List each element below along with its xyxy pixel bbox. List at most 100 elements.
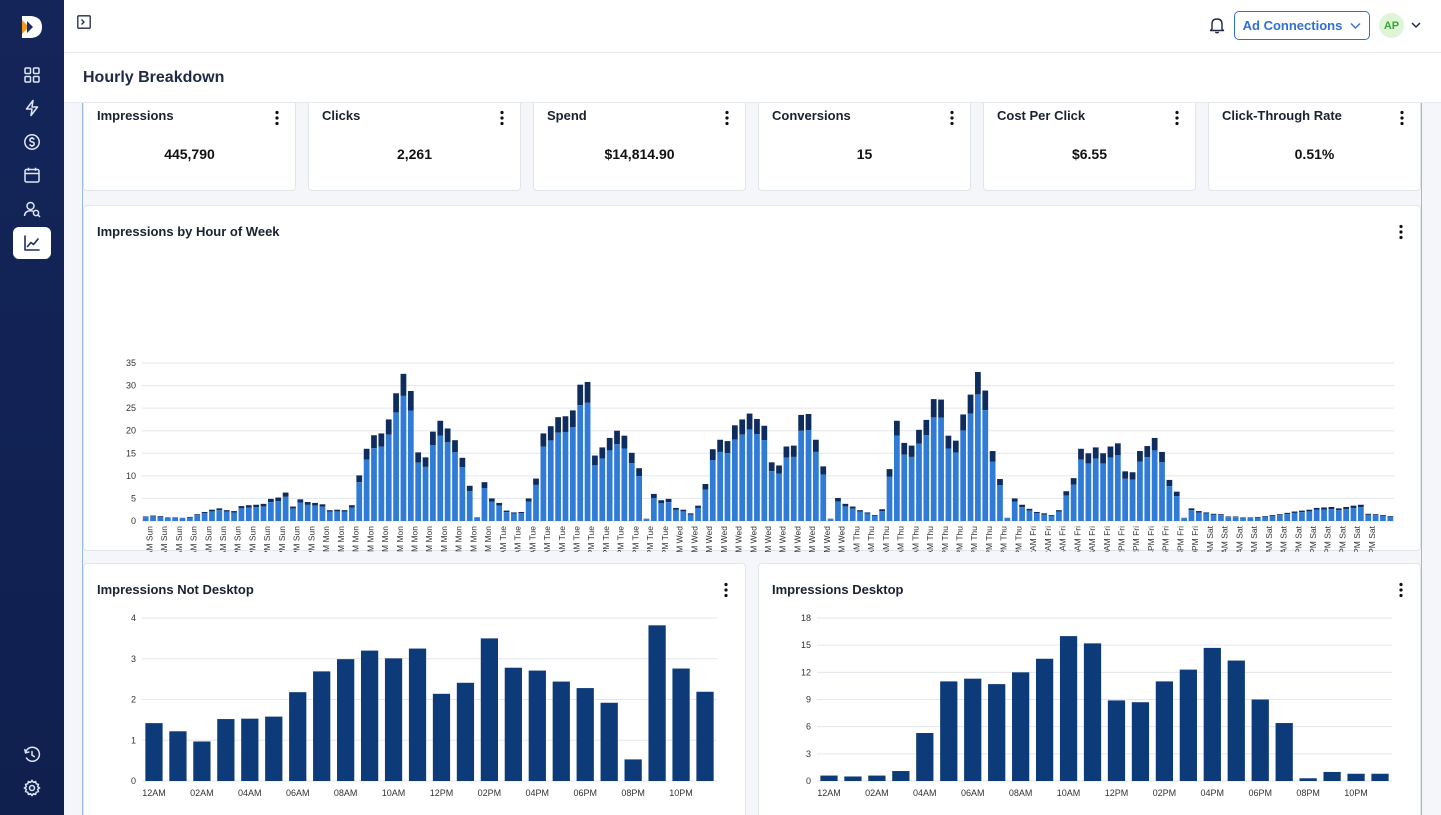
bar-segment-lower — [1100, 463, 1106, 521]
bar-segment-upper — [673, 507, 679, 510]
bar-segment-upper — [378, 433, 385, 447]
bar-segment-upper — [518, 511, 525, 514]
x-tick-label: 06PM Sun — [277, 526, 287, 552]
bar-segment-lower — [1129, 479, 1136, 521]
bar-segment-lower — [430, 445, 436, 521]
bar-segment-upper — [1254, 516, 1261, 518]
sidebar-item-dashboard[interactable] — [13, 59, 51, 91]
x-tick-label: 12AM Fri — [1028, 526, 1038, 552]
x-tick-label: 04AM Mon — [351, 526, 361, 552]
bar-segment-lower — [636, 476, 642, 521]
bar-segment-upper — [304, 502, 311, 505]
bar-segment-lower — [1357, 507, 1364, 521]
bar-segment-lower — [835, 501, 841, 521]
more-options-icon[interactable] — [1174, 110, 1180, 126]
sidebar-item-history[interactable] — [13, 739, 51, 771]
more-options-icon[interactable] — [1398, 582, 1404, 598]
page-title: Hourly Breakdown — [83, 69, 225, 86]
bar-segment-upper — [1151, 437, 1158, 451]
sidebar-item-audiences[interactable] — [13, 193, 51, 225]
bar-segment-upper — [415, 452, 422, 463]
bar-segment-lower — [798, 430, 805, 521]
bar — [600, 702, 618, 781]
bar-segment-upper — [584, 381, 591, 403]
bar-segment-upper — [916, 429, 922, 444]
user-menu-chevron-icon[interactable] — [1410, 19, 1422, 31]
bar-segment-lower — [1137, 461, 1143, 521]
x-tick-label: 04AM Thu — [881, 526, 891, 552]
kpi-label: Conversions — [772, 108, 851, 123]
x-tick-label: 08AM Sat — [1264, 525, 1274, 552]
x-tick-label: 04AM Sat — [1234, 525, 1244, 552]
sidebar-item-calendar[interactable] — [13, 159, 51, 191]
bar-segment-upper — [282, 492, 289, 497]
x-tick-label: 04PM Tue — [616, 526, 626, 552]
x-tick-label: 10AM Sun — [218, 526, 228, 552]
x-tick-label: 10PM Fri — [1190, 526, 1200, 552]
x-tick-label: 02AM Thu — [866, 526, 876, 552]
bar-segment-lower — [503, 512, 510, 521]
dashboard-icon — [24, 67, 40, 83]
bar-segment-lower — [466, 491, 473, 521]
x-tick-label: 10PM Sat — [1367, 525, 1377, 552]
x-tick-label: 08PM Thu — [999, 526, 1009, 552]
x-tick-label: 04AM Tue — [527, 526, 537, 552]
bar-segment-upper — [511, 512, 517, 514]
bar-segment-upper — [812, 439, 819, 452]
audience-icon — [23, 201, 41, 218]
bar-segment-lower — [975, 394, 981, 521]
sidebar-item-automations[interactable] — [13, 92, 51, 124]
bar-segment-upper — [687, 513, 694, 515]
bar-segment-lower — [157, 516, 164, 521]
bar — [1347, 773, 1365, 781]
bar-segment-lower — [1078, 459, 1084, 521]
bar-segment-upper — [606, 437, 613, 451]
bar-segment-upper — [1137, 451, 1143, 462]
impressions-not-desktop-chart: 0 1 2 3 4 12AM 02AM 04AM 06AM 08AM 10AM 12PM 02PM 04P… — [131, 613, 717, 798]
bar-segment-lower — [481, 488, 488, 521]
x-tick-label: 06AM Tue — [542, 526, 552, 552]
brand-logo[interactable] — [20, 14, 44, 40]
bar-segment-lower — [761, 440, 768, 521]
bar-segment-lower — [172, 517, 179, 521]
sidebar-item-settings[interactable] — [13, 772, 51, 804]
more-options-icon[interactable] — [499, 110, 505, 126]
more-options-icon[interactable] — [723, 582, 729, 598]
x-tick-label: 10PM Tue — [660, 526, 670, 552]
bar-segment-lower — [326, 511, 333, 521]
x-tick-label: 12AM — [142, 788, 166, 798]
sidebar-item-analytics[interactable] — [13, 227, 51, 259]
bar-segment-upper — [459, 457, 466, 468]
ad-connections-button[interactable]: Ad Connections — [1234, 11, 1370, 40]
kpi-card-cost-per-click: Cost Per Click $6.55 — [983, 103, 1196, 191]
bar-segment-lower — [1232, 517, 1239, 521]
bar — [1251, 699, 1269, 781]
bar-segment-lower — [687, 514, 694, 521]
bar-segment-lower — [592, 465, 598, 521]
more-options-icon[interactable] — [1399, 110, 1405, 126]
more-options-icon[interactable] — [724, 110, 730, 126]
x-tick-label: 04PM Wed — [792, 526, 802, 552]
panel-toggle-icon[interactable] — [77, 15, 91, 29]
bar-segment-upper — [1357, 504, 1364, 508]
dashboard-content: Impressions 445,790 Clicks 2,261 Spend $… — [82, 103, 1422, 815]
more-options-icon[interactable] — [949, 110, 955, 126]
sidebar-item-spend[interactable] — [13, 126, 51, 158]
bar — [360, 650, 379, 781]
x-tick-label: 04AM Sun — [174, 526, 184, 552]
bar-segment-lower — [1276, 515, 1283, 521]
kpi-card-conversions: Conversions 15 — [758, 103, 971, 191]
bar-segment-lower — [319, 506, 326, 521]
bar-segment-lower — [864, 513, 871, 521]
bar — [408, 648, 427, 781]
more-options-icon[interactable] — [274, 110, 280, 126]
bar-segment-upper — [776, 465, 782, 474]
bell-icon[interactable] — [1209, 16, 1225, 34]
y-tick-label: 0 — [131, 516, 136, 526]
bar-segment-upper — [525, 498, 532, 502]
avatar[interactable]: AP — [1379, 13, 1404, 38]
bar-segment-upper — [1218, 514, 1224, 516]
bar-segment-lower — [452, 452, 458, 521]
bar-segment-lower — [857, 511, 863, 521]
more-options-icon[interactable] — [1398, 224, 1404, 240]
